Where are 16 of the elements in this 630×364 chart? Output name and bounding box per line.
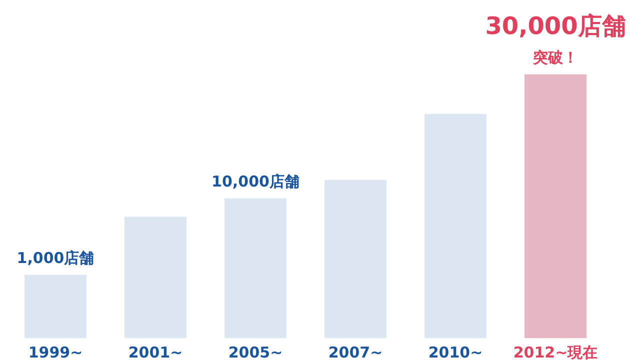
annotation: 突破！ xyxy=(532,48,578,66)
bar xyxy=(24,274,86,338)
x-tick-label: 1999~ xyxy=(28,344,83,362)
bar xyxy=(124,216,186,338)
x-tick-label: 2007~ xyxy=(328,344,383,362)
x-tick-label: 2010~ xyxy=(428,344,483,362)
x-tick-label: 2001~ xyxy=(128,344,183,362)
annotation: 1,000店舗 xyxy=(16,248,94,267)
x-tick-label: 2012~現在 xyxy=(513,344,598,362)
bar xyxy=(524,74,586,338)
bar xyxy=(424,114,486,338)
bar xyxy=(224,198,286,338)
annotation: 10,000店舗 xyxy=(212,172,300,190)
x-tick-label: 2005~ xyxy=(228,344,283,362)
annotation: 30,000店舗 xyxy=(485,12,626,40)
bar xyxy=(324,180,386,338)
